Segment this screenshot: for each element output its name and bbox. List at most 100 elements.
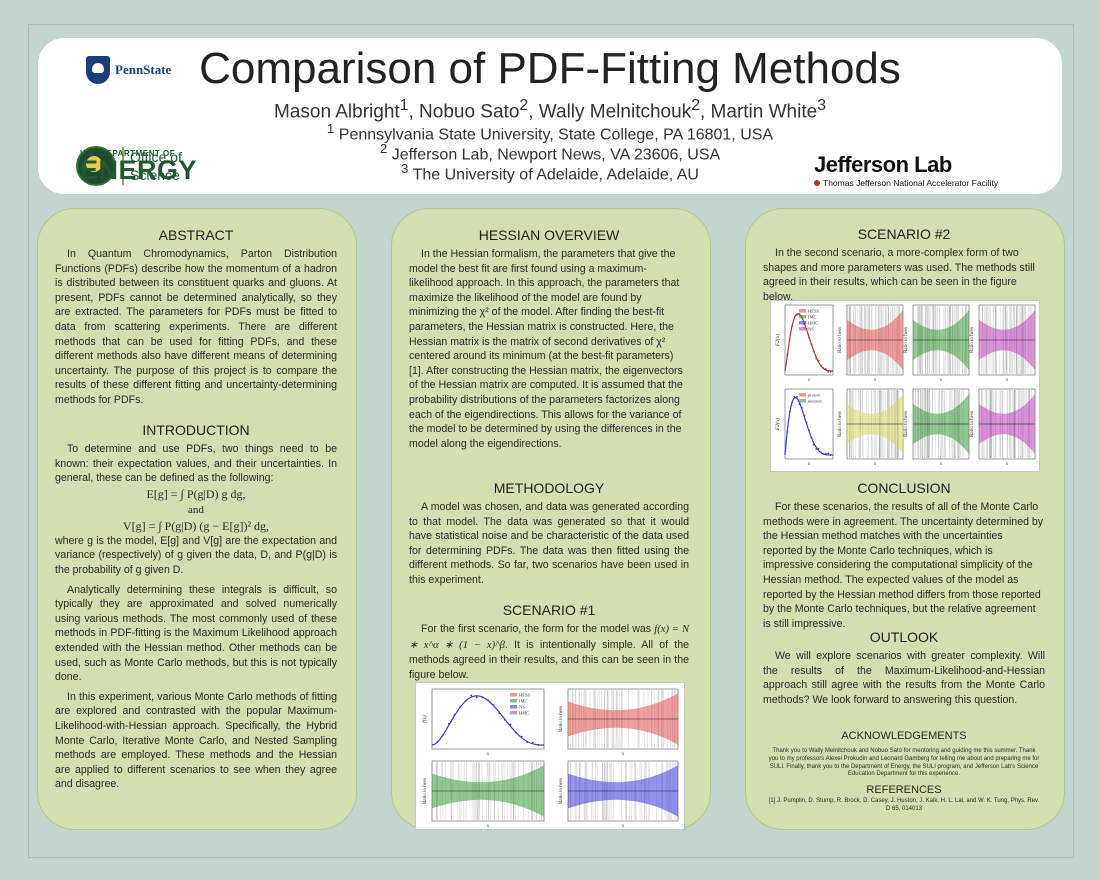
intro-paragraph-2: where g is the model, E[g] and V[g] are …: [55, 534, 337, 576]
x-axis-label: x: [1005, 462, 1009, 467]
equation-expectation: E[g] = ∫ P(g|D) g dg,: [146, 486, 246, 501]
pennstate-name: PennState: [115, 62, 172, 77]
data-point: [827, 452, 830, 455]
pennstate-shield-icon: [86, 56, 110, 84]
data-point: [470, 694, 473, 697]
introduction-heading: INTRODUCTION: [142, 422, 250, 438]
scenario1-figure: f(x) x HESS IMC NS HMC Ratio to hess x Ratio to …: [415, 682, 685, 830]
x-axis-label: x: [1005, 378, 1009, 383]
affiliation-3: 3 The University of Adelaide, Adelaide, …: [401, 161, 699, 184]
outlook-text: We will explore scenarios with greater c…: [763, 650, 1045, 706]
main-axis-label: f(x): [421, 715, 428, 723]
conclusion-section: CONCLUSION For these scenarios, the resu…: [763, 480, 1045, 631]
legend-label: NS: [808, 327, 814, 332]
intro-paragraph-4: In this experiment, various Monte Carlo …: [55, 690, 337, 791]
methodology-section: METHODOLOGY A model was chosen, and data…: [409, 480, 689, 588]
outlook-section: OUTLOOK We will explore scenarios with g…: [763, 629, 1045, 707]
hessian-heading: HESSIAN OVERVIEW: [478, 227, 620, 243]
data-point: [475, 696, 478, 699]
model-curve: [784, 312, 834, 372]
references-heading: REFERENCES: [866, 784, 942, 796]
introduction-section: INTRODUCTION To determine and use PDFs, …: [55, 422, 337, 792]
main-panel-frame: [431, 688, 545, 750]
acknowledgements-text: Thank you to Wally Melnitchouk and Nobuo…: [768, 748, 1040, 778]
legend-label: HMC: [519, 711, 529, 716]
x-axis-label: x: [486, 752, 490, 757]
model-curve: [431, 695, 545, 746]
doe-seal-icon: [76, 146, 116, 186]
intro-paragraph-1: To determine and use PDFs, two things ne…: [55, 443, 337, 485]
scenario1-heading: SCENARIO #1: [502, 602, 596, 618]
legend-label: NS: [519, 705, 525, 710]
ratio-axis-label: Ratio to hess: [559, 778, 564, 804]
methodology-heading: METHODOLOGY: [493, 480, 605, 496]
hessian-text: In the Hessian formalism, the parameters…: [409, 248, 683, 450]
legend-label: HMC: [808, 321, 818, 326]
data-point: [817, 447, 820, 450]
abstract-heading: ABSTRACT: [158, 227, 234, 243]
ratio-axis-label: Ratio to hess: [838, 411, 843, 437]
hessian-section: HESSIAN OVERVIEW In the Hessian formalis…: [409, 227, 689, 451]
scenario2-text: In the second scenario, a more-complex f…: [763, 247, 1035, 303]
legend-label: neutron: [808, 399, 822, 404]
methodology-text: A model was chosen, and data was generat…: [409, 501, 689, 586]
x-axis-label: x: [621, 824, 625, 829]
equation-variance: V[g] = ∫ P(g|D) (g − E[g])² dg,: [122, 518, 270, 533]
legend-label: IMC: [808, 315, 817, 320]
main-axis-label: F2(x): [774, 334, 781, 347]
x-axis-label: x: [807, 378, 811, 383]
ratio-axis-label: Ratio to hess: [423, 778, 428, 804]
poster-header: [38, 38, 1062, 194]
intro-paragraph-3: Analytically determining these integrals…: [55, 583, 337, 684]
legend-swatch: [799, 327, 806, 331]
conclusion-text: For these scenarios, the results of all …: [763, 501, 1044, 630]
x-axis-label: x: [486, 824, 490, 829]
x-axis-label: x: [621, 752, 625, 757]
legend-label: proton: [808, 393, 820, 398]
legend-swatch: [799, 321, 806, 325]
affiliation-2: 2 Jefferson Lab, Newport News, VA 23606,…: [379, 141, 721, 164]
legend-swatch: [799, 315, 806, 319]
scenario1-text: For the first scenario, the form for the…: [409, 623, 690, 681]
doe-energy-text: ENERGY: [80, 155, 198, 185]
jlab-name: Jefferson Lab: [814, 152, 952, 177]
data-point: [796, 396, 798, 398]
model-formula: f(x) = N ∗ x^α ∗ (1 − x)^β: [409, 624, 690, 651]
legend-swatch: [510, 711, 517, 715]
x-axis-label: x: [873, 378, 877, 383]
legend-swatch: [510, 699, 517, 703]
scenario2-section: SCENARIO #2 In the second scenario, a mo…: [763, 226, 1045, 304]
jlab-logo: Jefferson Lab Thomas Jefferson National …: [814, 152, 998, 188]
legend-swatch: [799, 393, 806, 397]
reference-1: [1] J. Pumplin, D. Stump, R. Brock, D. C…: [768, 798, 1040, 812]
scenario1-section: SCENARIO #1 For the first scenario, the …: [409, 602, 689, 682]
legend-swatch: [799, 309, 806, 313]
abstract-section: ABSTRACT In Quantum Chromodynamics, Part…: [55, 227, 337, 408]
abstract-text: In Quantum Chromodynamics, Parton Distri…: [55, 248, 337, 406]
acknowledgements-heading: ACKNOWLEDGEMENTS: [841, 730, 967, 742]
ratio-axis-label: Ratio to hess: [970, 411, 975, 437]
legend-label: HESS: [808, 309, 820, 314]
poster-authors: Mason Albright1, Nobuo Sato2, Wally Meln…: [273, 97, 827, 123]
affiliation-1: 1 Pennsylvania State University, State C…: [326, 121, 774, 144]
data-point: [531, 741, 534, 744]
ratio-axis-label: Ratio to hess: [838, 327, 843, 353]
jlab-subtitle: Thomas Jefferson National Accelerator Fa…: [823, 178, 999, 188]
x-axis-label: x: [939, 462, 943, 467]
main-panel-frame: [784, 304, 834, 376]
ratio-axis-label: Ratio to hess: [970, 327, 975, 353]
legend-label: HESS: [519, 693, 531, 698]
legend-swatch: [510, 705, 517, 709]
ratio-axis-label: Ratio to hess: [559, 706, 564, 732]
poster-frame: [28, 24, 1074, 858]
doe-logo: U.S. DEPARTMENT OF ENERGY Office of Scie…: [76, 146, 197, 186]
main-axis-label: F2(x): [774, 418, 781, 431]
x-axis-label: x: [807, 462, 811, 467]
ratio-axis-label: Ratio to hess: [904, 411, 909, 437]
doe-separator: [122, 147, 124, 185]
poster-title: Comparison of PDF-Fitting Methods: [199, 44, 901, 93]
references-section: REFERENCES [1] J. Pumplin, D. Stump, R. …: [768, 784, 1040, 814]
data-point: [827, 370, 830, 373]
